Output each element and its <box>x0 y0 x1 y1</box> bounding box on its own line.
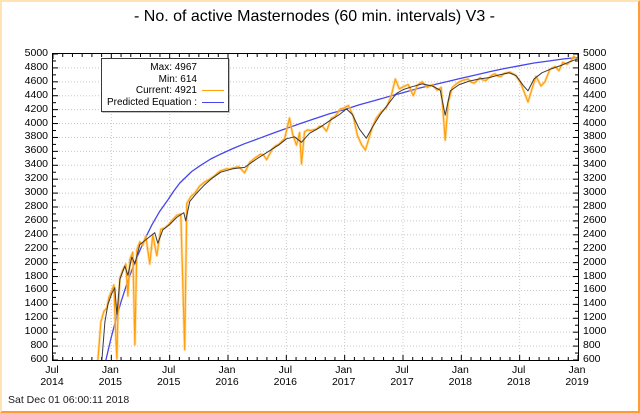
y-tick-label-right: 2000 <box>583 255 607 268</box>
y-tick-label-right: 4000 <box>583 116 607 129</box>
chart-title: - No. of active Masternodes (60 min. int… <box>133 8 496 25</box>
y-tick-label-right: 3600 <box>583 144 607 157</box>
y-tick-label-right: 4600 <box>583 74 607 87</box>
legend-label: Predicted Equation : <box>106 96 197 108</box>
x-tick-label: Jan 2018 <box>448 364 472 388</box>
y-tick-label-right: 4400 <box>583 88 607 101</box>
y-tick-label-left: 3000 <box>24 186 48 199</box>
y-tick-label-left: 3600 <box>24 144 48 157</box>
y-tick-label-left: 5000 <box>24 47 48 59</box>
y-tick-label-right: 2200 <box>583 241 607 254</box>
x-tick-label: Jul 2018 <box>506 364 531 388</box>
legend-row: Max: 4967 <box>104 62 224 74</box>
legend-row: Min: 614 <box>104 74 224 86</box>
legend-swatch-actual <box>202 90 224 92</box>
x-tick-label: Jan 2016 <box>215 364 239 388</box>
y-tick-label-left: 1600 <box>24 283 48 296</box>
plot-area: Max: 4967 Min: 614 Current: 4921 Predicted … <box>52 53 579 361</box>
legend-row: Predicted Equation : <box>104 97 224 109</box>
y-tick-label-left: 4200 <box>24 102 48 115</box>
y-tick-label-right: 2600 <box>583 213 607 226</box>
y-tick-label-right: 4200 <box>583 102 607 115</box>
y-tick-label-left: 4400 <box>24 88 48 101</box>
y-tick-label-left: 2400 <box>24 227 48 240</box>
y-tick-label-right: 1400 <box>583 297 607 310</box>
y-tick-label-left: 2800 <box>24 200 48 212</box>
y-tick-label-left: 1200 <box>24 311 48 324</box>
y-tick-label-right: 2400 <box>583 227 607 240</box>
legend-label: Max: 4967 <box>150 62 197 74</box>
y-tick-label-right: 3800 <box>583 130 607 143</box>
chart-canvas <box>53 54 578 360</box>
y-tick-label-left: 3200 <box>24 172 48 185</box>
y-tick-label-left: 600 <box>30 353 48 365</box>
y-tick-label-left: 2200 <box>24 241 48 254</box>
y-tick-label-left: 4000 <box>24 116 48 129</box>
x-tick-label: Jul 2017 <box>390 364 414 388</box>
timestamp: Sat Dec 01 06:00:11 2018 <box>8 394 130 406</box>
y-tick-label-right: 4800 <box>583 60 607 73</box>
y-tick-label-right: 1000 <box>583 325 607 338</box>
y-tick-label-left: 2000 <box>24 255 48 268</box>
y-tick-label-right: 800 <box>583 339 601 352</box>
y-tick-label-right: 3400 <box>583 158 607 171</box>
y-tick-label-right: 5000 <box>583 47 607 59</box>
y-tick-label-right: 1600 <box>583 283 607 296</box>
y-tick-label-right: 1200 <box>583 311 607 324</box>
x-tick-label: Jul 2014 <box>40 364 64 388</box>
y-tick-label-left: 1400 <box>24 297 48 310</box>
y-tick-label-left: 3800 <box>24 130 48 143</box>
legend-swatch-predicted <box>202 101 224 103</box>
y-tick-label-right: 3200 <box>583 172 607 185</box>
y-tick-label-left: 1800 <box>24 269 48 282</box>
y-tick-label-right: 1800 <box>583 269 607 282</box>
y-tick-label-left: 2600 <box>24 213 48 226</box>
x-tick-label: Jan 2017 <box>331 364 356 388</box>
x-tick-label: Jul 2016 <box>273 364 297 388</box>
series-smoothed-line <box>101 58 578 360</box>
legend-box: Max: 4967 Min: 614 Current: 4921 Predicted … <box>101 58 229 112</box>
y-tick-label-left: 4800 <box>24 60 48 73</box>
y-tick-label-left: 3400 <box>24 158 48 171</box>
x-tick-label: Jan 2019 <box>565 364 589 388</box>
y-tick-label-right: 600 <box>583 353 601 365</box>
legend-row: Current: 4921 <box>104 85 224 97</box>
y-tick-label-left: 1000 <box>24 325 48 338</box>
y-tick-label-left: 4600 <box>24 74 48 87</box>
x-tick-label: Jan 2015 <box>98 364 122 388</box>
legend-label: Current: 4921 <box>135 85 197 97</box>
y-tick-label-right: 3000 <box>583 186 607 199</box>
y-tick-label-right: 2800 <box>583 200 607 212</box>
y-tick-label-left: 800 <box>30 339 48 352</box>
x-tick-label: Jul 2015 <box>156 364 181 388</box>
legend-label: Min: 614 <box>158 73 197 85</box>
